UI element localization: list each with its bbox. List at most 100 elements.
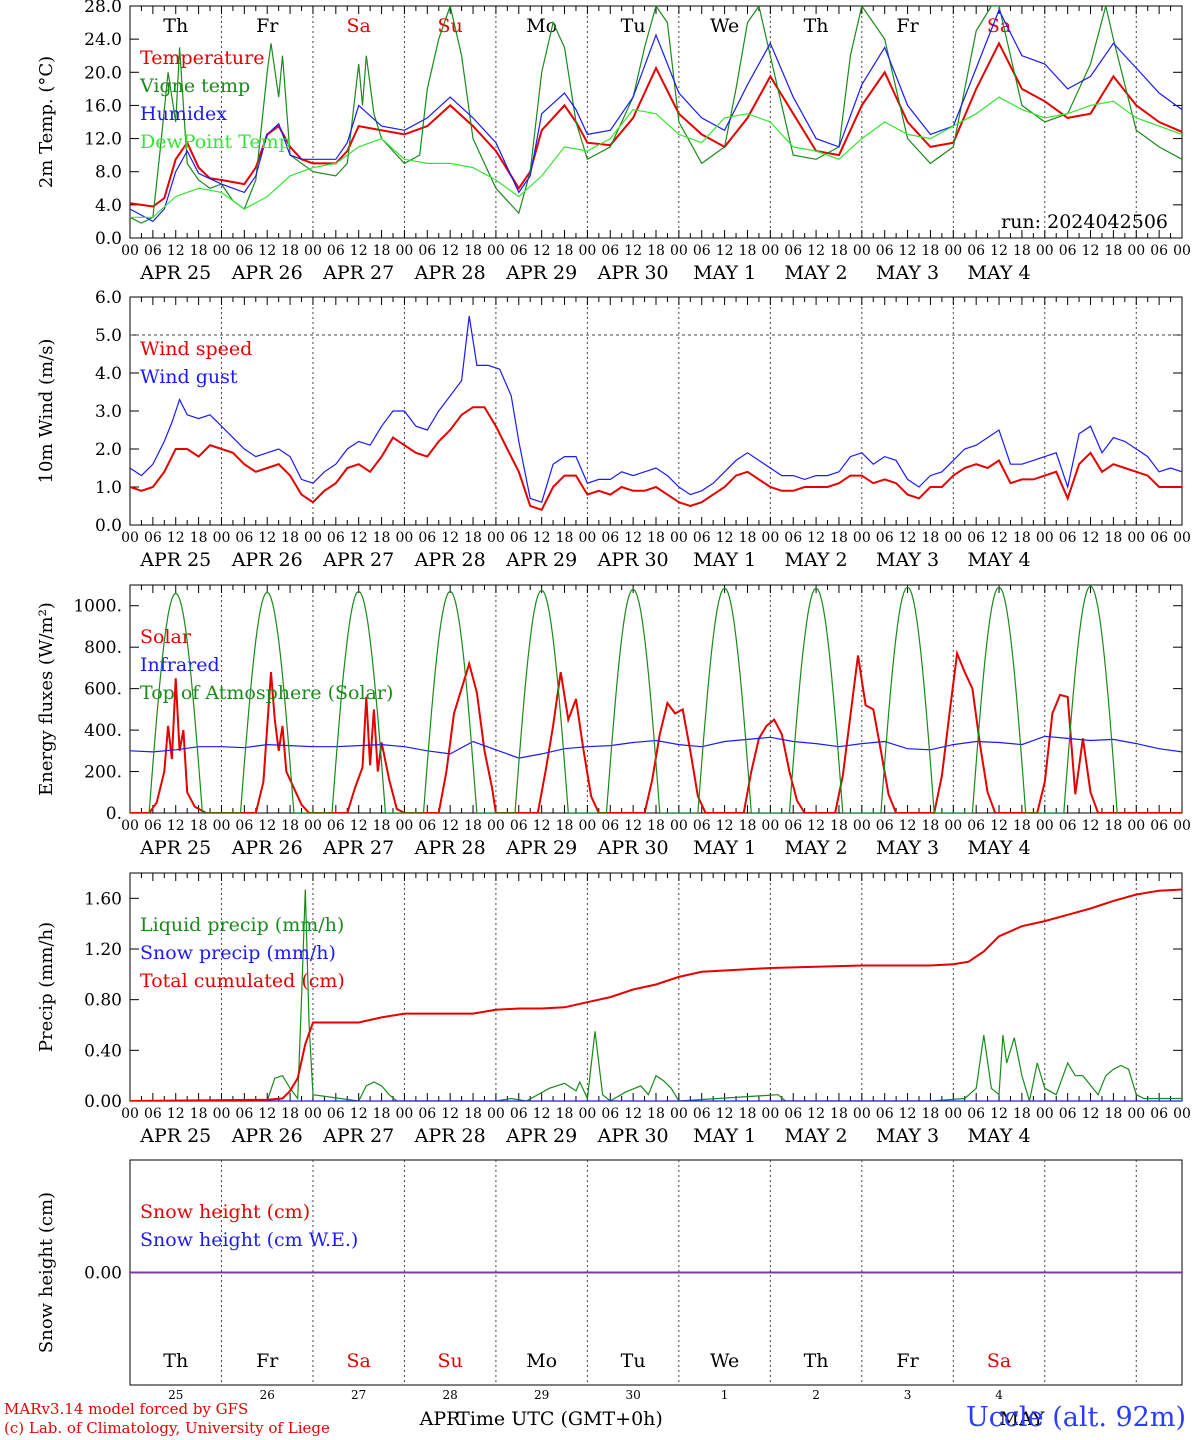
energy-y-label: 600.: [84, 680, 122, 700]
temp-hour-label: 06: [144, 243, 162, 259]
snow-day-abbr: Th: [163, 1350, 188, 1372]
energy-hour-label: 00: [944, 818, 962, 834]
snow-y-label: 0.00: [84, 1264, 122, 1284]
energy-hour-label: 18: [647, 818, 665, 834]
precip-hour-label: 18: [281, 1106, 299, 1122]
wind-hour-label: 06: [876, 530, 894, 546]
temp-hour-label: 06: [1150, 243, 1168, 259]
precip-hour-label: 18: [1013, 1106, 1031, 1122]
precip-date-label: MAY 1: [693, 1125, 756, 1147]
precip-hour-label: 18: [556, 1106, 574, 1122]
precip-hour-label: 06: [967, 1106, 985, 1122]
precip-hour-label: 00: [944, 1106, 962, 1122]
energy-hour-label: 18: [373, 818, 391, 834]
temp-hour-label: 06: [967, 243, 985, 259]
precip-y-label: 0.40: [84, 1041, 122, 1061]
energy-hour-label: 18: [1013, 818, 1031, 834]
energy-series-line: [147, 585, 1120, 813]
wind-hour-label: 12: [441, 530, 459, 546]
temp-hour-label: 18: [556, 243, 574, 259]
snow-legend-item: Snow height (cm): [140, 1201, 310, 1223]
precip-hour-label: 18: [922, 1106, 940, 1122]
temp-legend-item: Temperature: [140, 47, 264, 69]
precip-hour-label: 18: [830, 1106, 848, 1122]
energy-hour-label: 00: [1173, 818, 1191, 834]
temp-hour-label: 00: [1127, 243, 1145, 259]
wind-hour-label: 00: [1173, 530, 1191, 546]
wind-hour-label: 12: [716, 530, 734, 546]
temp-hour-label: 12: [899, 243, 917, 259]
temp-hour-label: 00: [396, 243, 414, 259]
wind-date-label: MAY 3: [876, 549, 939, 571]
temp-hour-label: 18: [281, 243, 299, 259]
precip-hour-label: 06: [510, 1106, 528, 1122]
energy-hour-label: 18: [922, 818, 940, 834]
wind-hour-label: 06: [1059, 530, 1077, 546]
wind-legend-item: Wind speed: [140, 338, 252, 360]
energy-hour-label: 06: [235, 818, 253, 834]
wind-hour-label: 00: [121, 530, 139, 546]
wind-hour-label: 06: [418, 530, 436, 546]
temp-hour-label: 12: [1082, 243, 1100, 259]
precip-hour-label: 06: [693, 1106, 711, 1122]
temp-date-label: APR 25: [139, 262, 211, 284]
temp-y-label: 20.0: [84, 63, 122, 83]
wind-hour-label: 00: [670, 530, 688, 546]
precip-hour-label: 00: [213, 1106, 231, 1122]
wind-date-label: APR 27: [322, 549, 394, 571]
wind-hour-label: 00: [1127, 530, 1145, 546]
energy-date-label: APR 27: [322, 837, 394, 859]
energy-date-label: MAY 3: [876, 837, 939, 859]
precip-hour-label: 12: [350, 1106, 368, 1122]
energy-hour-label: 12: [167, 818, 185, 834]
precip-y-label: 1.20: [84, 940, 122, 960]
precip-hour-label: 00: [487, 1106, 505, 1122]
snow-day-number: 4: [995, 1388, 1003, 1402]
wind-y-label: 1.0: [95, 478, 122, 498]
precip-date-label: APR 28: [414, 1125, 486, 1147]
precip-hour-label: 00: [670, 1106, 688, 1122]
precip-hour-label: 18: [190, 1106, 208, 1122]
temp-hour-label: 00: [487, 243, 505, 259]
precip-hour-label: 06: [784, 1106, 802, 1122]
energy-hour-label: 00: [853, 818, 871, 834]
energy-hour-label: 12: [533, 818, 551, 834]
snow-day-number: 29: [534, 1388, 549, 1402]
temp-hour-label: 00: [1036, 243, 1054, 259]
precip-date-label: APR 25: [139, 1125, 211, 1147]
energy-hour-label: 00: [304, 818, 322, 834]
precip-hour-label: 18: [464, 1106, 482, 1122]
temp-hour-label: 00: [853, 243, 871, 259]
precip-hour-label: 12: [990, 1106, 1008, 1122]
wind-date-label: APR 30: [597, 549, 669, 571]
temp-hour-label: 06: [693, 243, 711, 259]
temp-hour-label: 06: [1059, 243, 1077, 259]
energy-legend-item: Top of Atmosphere (Solar): [140, 682, 393, 704]
wind-hour-label: 12: [1082, 530, 1100, 546]
energy-hour-label: 06: [144, 818, 162, 834]
temp-y-label: 8.0: [95, 163, 122, 183]
temp-date-label: MAY 3: [876, 262, 939, 284]
temp-legend-item: Humidex: [140, 103, 227, 125]
energy-legend-item: Infrared: [140, 654, 220, 676]
precip-hour-label: 00: [578, 1106, 596, 1122]
wind-hour-label: 06: [144, 530, 162, 546]
wind-hour-label: 00: [944, 530, 962, 546]
energy-date-label: APR 26: [231, 837, 303, 859]
wind-series-line: [130, 315, 1182, 503]
temp-hour-label: 12: [441, 243, 459, 259]
energy-y-label: 0.: [106, 804, 122, 824]
energy-hour-label: 06: [418, 818, 436, 834]
wind-hour-label: 12: [533, 530, 551, 546]
temp-hour-label: 00: [670, 243, 688, 259]
wind-series-line: [130, 406, 1182, 512]
energy-hour-label: 12: [441, 818, 459, 834]
precip-hour-label: 06: [1059, 1106, 1077, 1122]
temp-hour-label: 12: [258, 243, 276, 259]
precip-hour-label: 12: [441, 1106, 459, 1122]
precip-hour-label: 06: [327, 1106, 345, 1122]
precip-date-label: APR 29: [505, 1125, 577, 1147]
energy-hour-label: 18: [556, 818, 574, 834]
precip-hour-label: 06: [1150, 1106, 1168, 1122]
